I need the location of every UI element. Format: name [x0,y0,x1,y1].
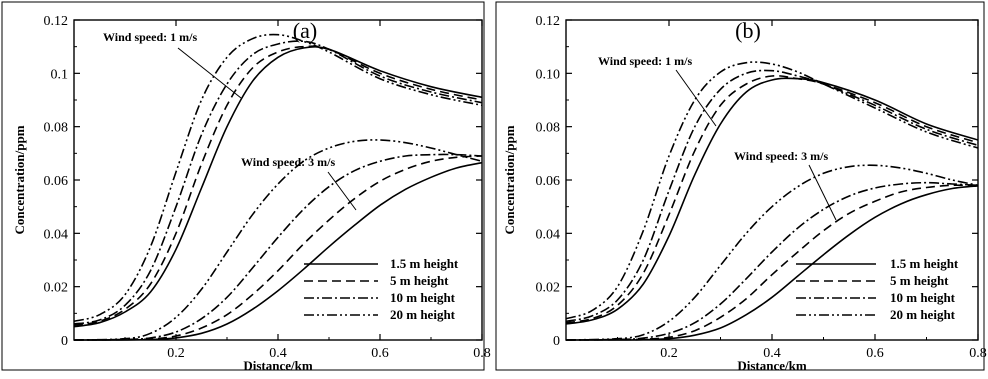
legend: 1.5 m height 5 m height 10 m height 20 m he… [304,256,459,322]
annotation-pointer [675,69,717,127]
x-tick-label: 0.8 [473,346,491,361]
series-line-6 [73,155,483,341]
y-tick-label: 0.08 [44,121,69,136]
series-line-1 [73,45,483,328]
series-line-6 [565,184,979,341]
y-tick-label: 0.1 [51,67,69,82]
panel-frame [495,1,985,371]
y-tick-label: 0 [553,334,560,349]
legend-label: 5 m height [890,273,949,288]
x-tick-label: 0.2 [167,346,185,361]
legend-label: 20 m height [890,307,956,322]
series-line-8 [565,164,979,341]
annotation-pointer [327,171,357,211]
annotation-text: Wind speed: 1 m/s [598,54,692,68]
annotation-pointer [177,47,242,99]
panel-label: (b) [735,18,761,43]
y-tick-label: 0.10 [536,67,561,82]
y-tick-label: 0.02 [44,281,69,296]
y-tick-label: 0.12 [44,14,69,29]
x-axis-label: Distance/km [243,358,313,373]
y-tick-label: 0.04 [44,227,69,242]
series-line-7 [565,181,979,341]
series-line-5 [73,161,483,341]
y-axis-label: Concentration/ppm [12,125,27,234]
legend: 1.5 m height 5 m height 10 m height 20 m he… [796,256,959,322]
legend-label: 1.5 m height [390,256,459,271]
annotation-pointer [808,164,837,221]
y-tick-label: 0.04 [536,227,561,242]
y-axis-label: Concentration/ppm [502,125,517,234]
y-tick-label: 0.02 [536,281,561,296]
series-line-2 [73,45,483,327]
series-line-3 [565,69,979,323]
series-line-1 [565,77,979,325]
legend-label: 10 m height [890,290,956,305]
x-tick-label: 0.8 [969,346,987,361]
x-tick-label: 0.6 [866,346,884,361]
series-line-3 [73,40,483,325]
y-tick-label: 0.12 [536,14,561,29]
y-tick-label: 0 [61,334,68,349]
series-line-2 [565,75,979,324]
panel-frame [1,1,485,371]
annotation-text: Wind speed: 3 m/s [734,149,828,163]
legend-label: 1.5 m height [890,256,959,271]
x-tick-label: 0.4 [763,346,781,361]
x-tick-label: 0.2 [660,346,678,361]
x-tick-label: 0.4 [269,346,287,361]
y-tick-label: 0.06 [536,174,561,189]
series-line-4 [73,33,483,323]
y-tick-label: 0.08 [536,121,561,136]
legend-label: 5 m height [390,273,449,288]
chart-panel-1: 0 0.02 0.04 0.06 0.08 0.1 0.12 0.2 0.4 0.6 0.8 Dist… [1,1,491,373]
x-tick-label: 0.6 [371,346,389,361]
series-line-4 [565,61,979,320]
legend-label: 20 m height [390,307,456,322]
x-axis-label: Distance/km [737,358,807,373]
y-tick-label: 0.06 [44,174,69,189]
annotation-text: Wind speed: 3 m/s [241,155,335,169]
chart-panel-2: 0 0.02 0.04 0.06 0.08 0.10 0.12 0.2 0.4 0.6 0.8 Dis… [495,1,987,373]
legend-label: 10 m height [390,290,456,305]
annotation-text: Wind speed: 1 m/s [103,30,197,44]
